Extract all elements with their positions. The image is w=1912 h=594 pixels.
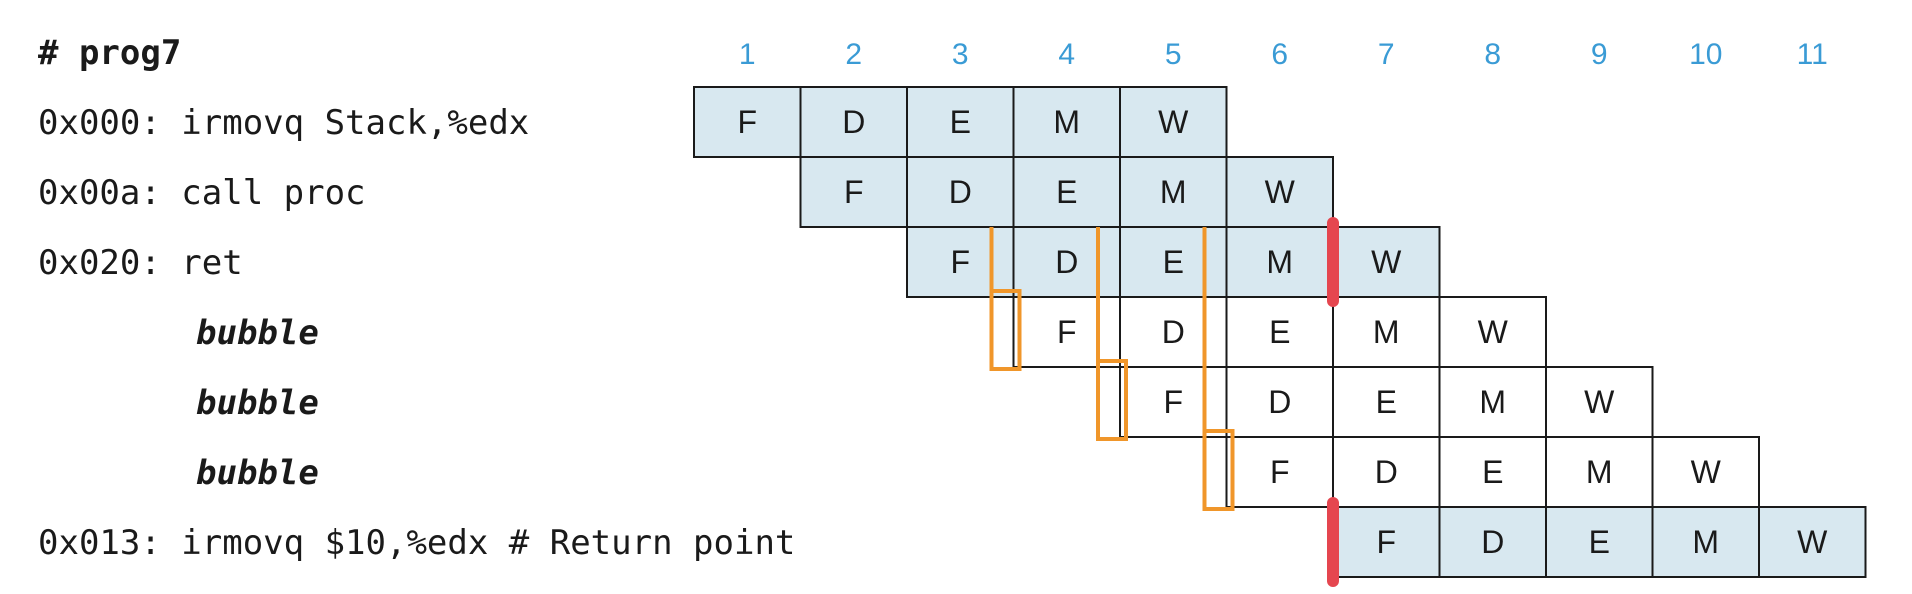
- stage-label-d: D: [1162, 314, 1185, 350]
- stage-cell: [1225, 226, 1334, 298]
- stage-cell: [1438, 296, 1547, 368]
- stage-label-w: W: [1797, 524, 1828, 560]
- pipeline-grid: F D E M WF D E M WF D E M WF D E M WF D E M WF D E M WF D E M W: [693, 86, 1867, 578]
- stall-arrow: [1096, 227, 1128, 441]
- stage-cell: [1332, 506, 1441, 578]
- bubble-label: bubble: [196, 383, 319, 423]
- stage-label-f: F: [1163, 384, 1183, 420]
- stage-label-d: D: [1375, 454, 1398, 490]
- instruction-line: 0x013: irmovq $10,%edx # Return point: [38, 523, 795, 563]
- program-title: # prog7: [38, 33, 181, 73]
- stage-cell: [1012, 296, 1121, 368]
- cycle-number: 9: [1591, 38, 1608, 71]
- stage-label-w: W: [1478, 314, 1509, 350]
- bubble-label: bubble: [196, 313, 319, 353]
- cycle-number: 4: [1058, 38, 1075, 71]
- stage-label-m: M: [1479, 384, 1506, 420]
- stage-label-m: M: [1160, 174, 1187, 210]
- stage-cell: [1545, 436, 1654, 508]
- cycle-number: 1: [739, 38, 756, 71]
- stage-label-e: E: [950, 104, 971, 140]
- cycle-number: 3: [952, 38, 969, 71]
- stage-label-m: M: [1373, 314, 1400, 350]
- stall-arrow: [989, 227, 1022, 371]
- cycle-number: 5: [1165, 38, 1182, 71]
- hazard-annotations: [989, 217, 1339, 587]
- stage-cell: [1119, 296, 1228, 368]
- stage-cell: [799, 156, 908, 228]
- stage-label-m: M: [1692, 524, 1719, 560]
- stage-cell: [1225, 296, 1334, 368]
- stage-cell: [1651, 436, 1760, 508]
- stage-label-f: F: [737, 104, 757, 140]
- stage-label-m: M: [1053, 104, 1080, 140]
- stage-label-e: E: [1376, 384, 1397, 420]
- bubble-label: bubble: [196, 453, 319, 493]
- stage-label-w: W: [1584, 384, 1615, 420]
- cycle-number: 11: [1797, 38, 1828, 71]
- cycle-number: 6: [1271, 38, 1288, 71]
- stage-cell: [1012, 226, 1121, 298]
- cycle-number: 10: [1689, 38, 1722, 71]
- cycle-number: 7: [1378, 38, 1395, 71]
- instruction-line: 0x00a: call proc: [38, 173, 366, 213]
- stage-label-d: D: [1268, 384, 1291, 420]
- stage-label-d: D: [842, 104, 865, 140]
- stage-cell: [1012, 156, 1121, 228]
- stage-label-w: W: [1371, 244, 1402, 280]
- stage-cell: [1225, 156, 1334, 228]
- stage-cell: [1332, 366, 1441, 438]
- stage-label-f: F: [844, 174, 864, 210]
- code-listing: # prog7 0x000: irmovq Stack,%edx 0x00a: c…: [38, 33, 795, 563]
- stage-label-w: W: [1158, 104, 1189, 140]
- stage-label-d: D: [1055, 244, 1078, 280]
- stage-label-e: E: [1056, 174, 1077, 210]
- stage-label-f: F: [1057, 314, 1077, 350]
- stage-label-e: E: [1269, 314, 1290, 350]
- stage-label-e: E: [1589, 524, 1610, 560]
- stage-label-m: M: [1586, 454, 1613, 490]
- stage-cell: [1119, 366, 1228, 438]
- stage-cell: [799, 86, 908, 158]
- stage-label-f: F: [1376, 524, 1396, 560]
- stage-label-w: W: [1691, 454, 1722, 490]
- stall-arrow: [1202, 227, 1235, 511]
- stage-label-f: F: [1270, 454, 1290, 490]
- instruction-line: 0x020: ret: [38, 243, 243, 283]
- instruction-line: 0x000: irmovq Stack,%edx: [38, 103, 529, 143]
- cycle-number: 8: [1484, 38, 1501, 71]
- stage-cell: [1225, 366, 1334, 438]
- stage-cell: [1758, 506, 1867, 578]
- stage-cell: [1332, 296, 1441, 368]
- stage-label-e: E: [1482, 454, 1503, 490]
- cycle-header: 1 2 3 4 5 6 7 8 9 10 11: [739, 38, 1828, 71]
- stage-cell: [1651, 506, 1760, 578]
- stage-cell: [693, 86, 802, 158]
- stage-label-d: D: [1481, 524, 1504, 560]
- stage-label-f: F: [950, 244, 970, 280]
- stage-label-d: D: [949, 174, 972, 210]
- stage-cell: [1438, 436, 1547, 508]
- stage-cell: [1332, 436, 1441, 508]
- stage-label-e: E: [1163, 244, 1184, 280]
- stage-label-w: W: [1265, 174, 1296, 210]
- cycle-number: 2: [845, 38, 862, 71]
- stage-label-m: M: [1266, 244, 1293, 280]
